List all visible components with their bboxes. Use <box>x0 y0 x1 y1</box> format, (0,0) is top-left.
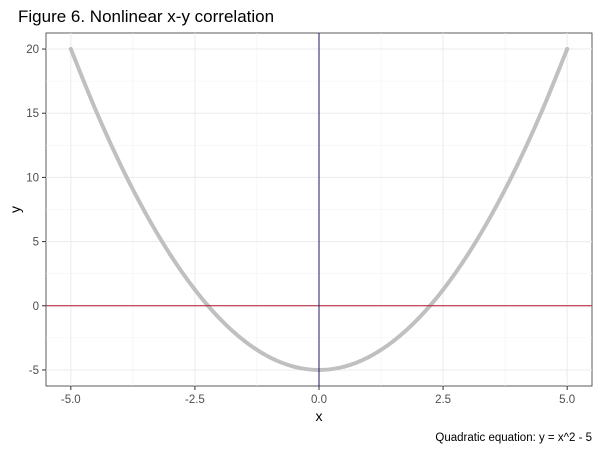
data-point <box>242 339 247 344</box>
y-tick-label: -5 <box>29 365 39 377</box>
y-tick-label: 10 <box>26 172 39 184</box>
data-point <box>118 162 123 167</box>
x-axis-ticks: -5.0 -2.5 0.0 2.5 5.0 <box>61 386 575 406</box>
data-point <box>441 287 446 292</box>
data-point <box>143 210 148 215</box>
y-tick-label: 5 <box>33 237 39 249</box>
reference-lines <box>46 33 592 386</box>
data-point <box>540 108 545 113</box>
data-point <box>217 316 222 321</box>
x-tick-label: -2.5 <box>185 394 205 406</box>
chart-caption: Quadratic equation: y = x^2 - 5 <box>435 432 592 444</box>
data-point <box>168 252 173 257</box>
x-tick-label: 0.0 <box>311 394 327 406</box>
data-point <box>490 210 495 215</box>
data-point <box>68 47 73 52</box>
data-point <box>267 355 272 360</box>
data-point <box>391 339 396 344</box>
data-point <box>416 316 421 321</box>
data-point <box>341 364 346 369</box>
x-tick-label: -5.0 <box>61 394 81 406</box>
chart-title: Figure 6. Nonlinear x-y correlation <box>18 7 274 26</box>
data-point <box>366 355 371 360</box>
data-point <box>515 162 520 167</box>
data-point <box>565 47 570 52</box>
data-point <box>292 364 297 369</box>
x-axis-title: x <box>316 408 323 424</box>
data-point <box>465 252 470 257</box>
data-point <box>192 287 197 292</box>
y-tick-label: 20 <box>26 44 39 56</box>
data-point <box>93 108 98 113</box>
y-tick-label: 15 <box>26 108 39 120</box>
y-tick-label: 0 <box>33 301 39 313</box>
x-tick-label: 2.5 <box>435 394 451 406</box>
y-axis-title: y <box>7 206 23 213</box>
y-axis-ticks: -5 0 5 10 15 20 <box>26 44 46 377</box>
x-tick-label: 5.0 <box>559 394 575 406</box>
